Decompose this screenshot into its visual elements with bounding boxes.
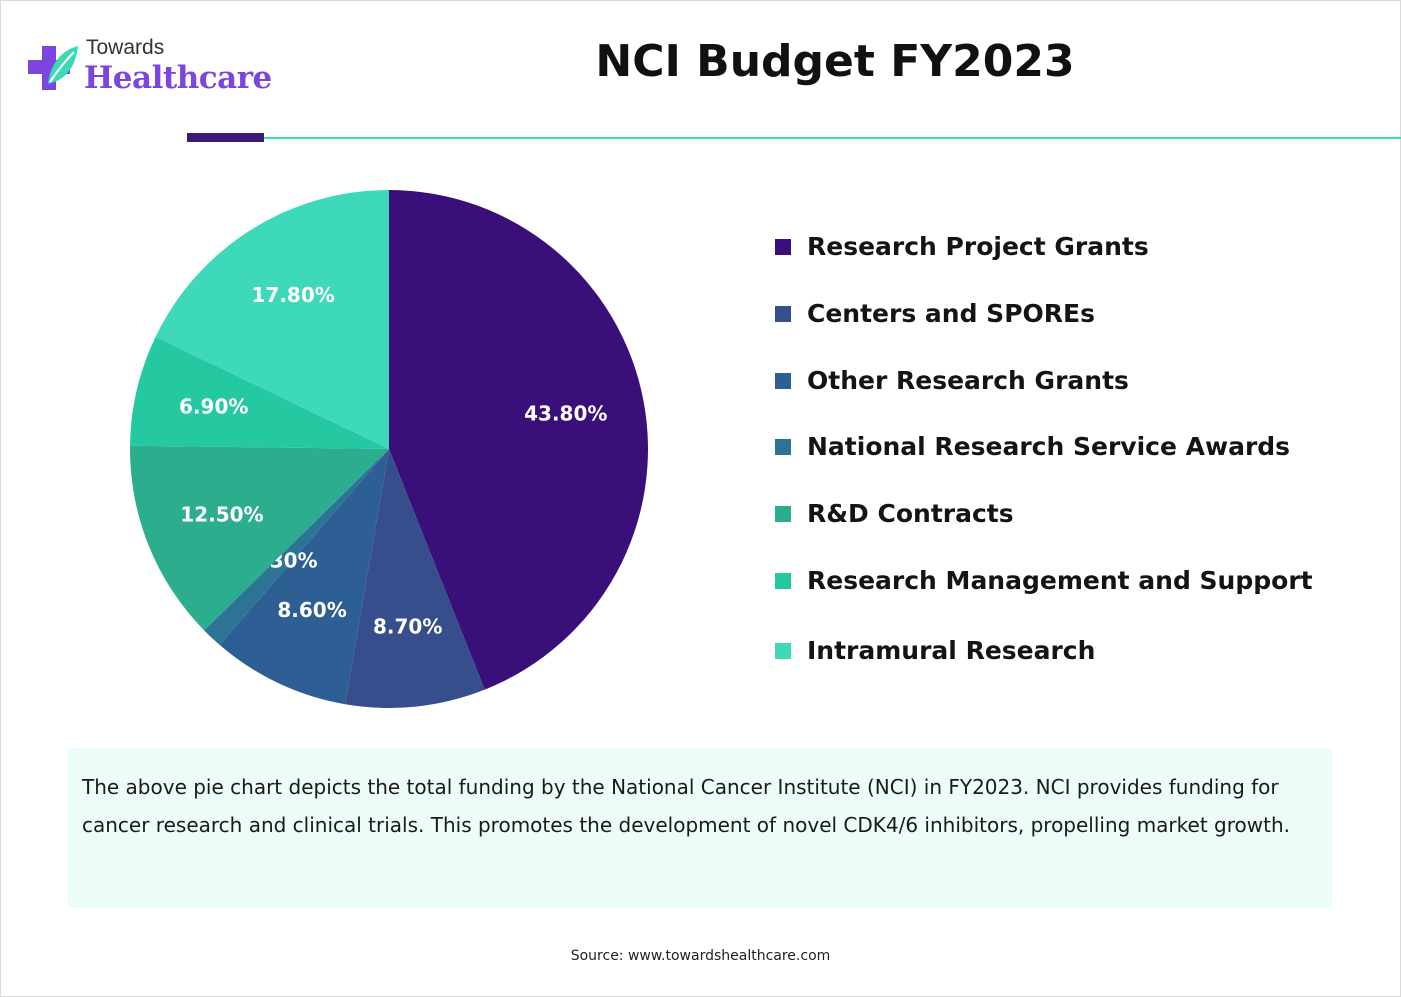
- legend-item: Other Research Grants: [775, 366, 1129, 395]
- slice-data-label: 8.60%: [277, 598, 346, 622]
- slice-data-label: 43.80%: [524, 402, 607, 426]
- brand-line-2: Healthcare: [84, 60, 272, 96]
- chart-title: NCI Budget FY2023: [595, 36, 1075, 87]
- description-box: The above pie chart depicts the total fu…: [68, 748, 1332, 908]
- legend-item: Centers and SPOREs: [775, 299, 1095, 328]
- legend-swatch: [775, 642, 791, 659]
- legend-swatch: [775, 305, 791, 322]
- legend-label: Other Research Grants: [807, 366, 1129, 395]
- slice-data-label: 12.50%: [180, 503, 263, 527]
- legend-item: Research Project Grants: [775, 232, 1149, 261]
- legend-swatch: [775, 438, 791, 455]
- pie-slice: [129, 445, 389, 631]
- medical-cross-leaf-icon: [28, 46, 78, 90]
- brand-logo[interactable]: Towards Healthcare: [28, 36, 272, 104]
- pie-slice: [219, 449, 389, 705]
- pie-slice: [155, 190, 389, 449]
- legend-swatch: [775, 372, 791, 389]
- chart-legend: Research Project Grants Centers and SPORE…: [775, 0, 1395, 700]
- description-text: The above pie chart depicts the total fu…: [82, 775, 1290, 837]
- legend-swatch: [775, 572, 791, 589]
- slice-data-label: 8.70%: [373, 615, 442, 639]
- slice-data-label: 6.90%: [179, 394, 248, 418]
- legend-swatch: [775, 505, 791, 522]
- slice-data-label: 17.80%: [252, 283, 335, 307]
- title-accent-bar: [187, 133, 264, 142]
- pie-slice: [130, 336, 389, 449]
- brand-line-1: Towards: [86, 36, 165, 59]
- legend-label: Research Project Grants: [807, 232, 1149, 261]
- legend-label: Intramural Research: [807, 636, 1096, 665]
- title-divider-line: [264, 137, 1401, 139]
- legend-item: National Research Service Awards: [775, 432, 1290, 461]
- legend-label: Centers and SPOREs: [807, 299, 1095, 328]
- legend-label: National Research Service Awards: [807, 432, 1291, 461]
- legend-label: R&D Contracts: [807, 499, 1014, 528]
- legend-item: Research Management and Support: [775, 566, 1313, 595]
- legend-item: Intramural Research: [775, 636, 1095, 665]
- pie-slice: [389, 190, 649, 690]
- source-note: Source: www.towardshealthcare.com: [570, 948, 831, 964]
- pie-slice: [204, 449, 389, 645]
- legend-item: R&D Contracts: [775, 499, 1014, 528]
- pie-slice: [345, 449, 485, 708]
- pie-chart: 43.80%8.70%8.60%1.30%12.50%6.90%17.80%: [129, 190, 649, 708]
- legend-swatch: [775, 238, 791, 255]
- legend-label: Research Management and Support: [807, 566, 1313, 595]
